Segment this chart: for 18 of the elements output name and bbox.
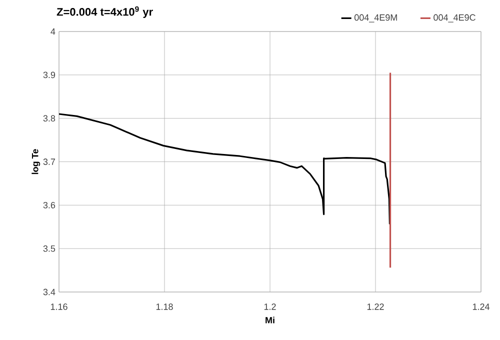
chart-title: Z=0.004 t=4x10$^{9}$ yr — [56, 6, 153, 18]
y-tick-label: 3.6 — [43, 202, 56, 208]
x-tick-label: 1.22 — [367, 304, 384, 310]
x-axis-title: Mi — [266, 316, 274, 324]
x-tick-label: 1.24 — [472, 304, 490, 310]
legend-label: 004_4E9M — [354, 14, 397, 22]
x-tick-label: 1.2 — [264, 304, 276, 310]
y-tick-label: 3.7 — [43, 158, 56, 165]
line-series — [59, 113, 391, 226]
y-tick-label: 3.5 — [43, 245, 56, 252]
y-tick-label: 4 — [50, 28, 56, 35]
legend-label: 004_4E9C — [434, 14, 476, 22]
y-tick-label: 3.8 — [43, 115, 56, 122]
y-tick-label: 3.9 — [43, 72, 56, 78]
x-tick-label: 1.18 — [156, 304, 173, 310]
x-tick-label: 1.16 — [50, 304, 68, 310]
y-axis-title: log Te — [32, 149, 40, 174]
y-tick-label: 3.4 — [43, 288, 56, 296]
